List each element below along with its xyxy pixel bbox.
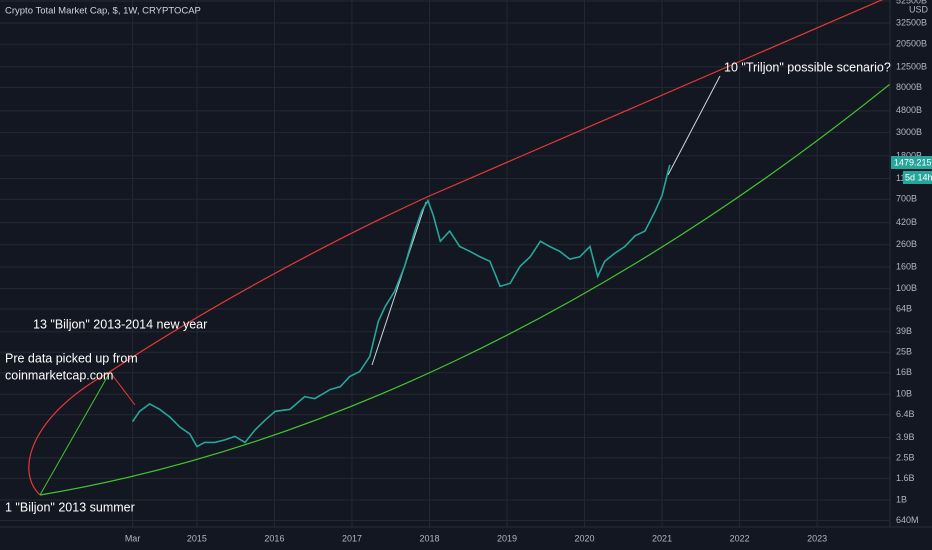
y-tick-label: 4800B [896,105,922,115]
y-tick-label: 12500B [896,61,927,71]
price-line [131,164,671,448]
x-tick-label: 2017 [342,533,362,543]
y-tick-label: 10B [896,389,912,399]
y-tick-label: 6.4B [896,409,915,419]
x-tick-label: 2021 [652,533,672,543]
x-tick-label: 2023 [807,533,827,543]
y-tick-label: 160B [896,261,917,271]
y-tick-label: 700B [896,194,917,204]
x-tick-label: 2015 [187,533,207,543]
price-tag-label: 1479.215B [894,157,932,167]
y-tick-label: 640M [896,515,919,525]
drawings [28,0,890,496]
annotation: coinmarketcap.com [5,368,113,382]
y-tick-label: 20500B [896,39,927,49]
countdown-label: 5d 14h [905,172,932,182]
y-tick-label: 39B [896,326,912,336]
resistance-curve [28,0,883,496]
price-tag [891,156,932,169]
y-tick-label: 260B [896,239,917,249]
grid [0,0,890,527]
y-tick-label: 1B [896,494,907,504]
y-tick-label: 420B [896,217,917,227]
x-tick-label: 2020 [575,533,595,543]
y-tick-label: 100B [896,283,917,293]
series [131,164,671,448]
x-tick-label: Mar [125,533,141,543]
y-tick-label: 32500B [896,17,927,27]
x-tick-label: 2018 [419,533,439,543]
annotation: 13 "Biljon" 2013-2014 new year [33,317,207,331]
x-tick-label: 2016 [264,533,284,543]
trend-line [371,201,427,366]
y-tick-label: 64B [896,303,912,313]
y-tick-label: 3.9B [896,432,915,442]
y-tick-label: 2.5B [896,452,915,462]
y-tick-label: 1800B [896,150,922,160]
support-curve [39,83,890,496]
annotation: 1 "Biljon" 2013 summer [5,500,135,514]
x-tick-label: 2019 [497,533,517,543]
y-tick-label: 16B [896,367,912,377]
y-tick-label: 25B [896,347,912,357]
countdown-tag [903,171,932,184]
annotation: Pre data picked up from [5,351,138,365]
trend-line [667,75,721,176]
x-tick-label: 2022 [730,533,750,543]
y-tick-label: 3000B [896,127,922,137]
y-tick-label: 8000B [896,82,922,92]
y-tick-label: 52500B [896,0,927,5]
trend-line [109,371,136,406]
currency-label: USD [909,4,929,14]
chart-title: Crypto Total Market Cap, $, 1W, CRYPTOCA… [5,6,201,17]
annotation: 10 "Triljon" possible scenario? [724,60,891,74]
trend-line [39,371,111,496]
y-tick-label: 1.6B [896,473,915,483]
